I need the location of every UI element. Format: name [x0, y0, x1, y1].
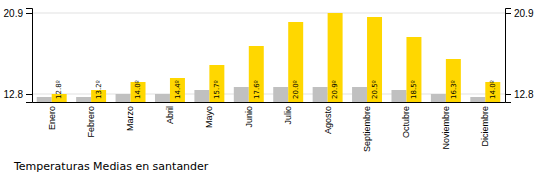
bar	[313, 87, 328, 102]
data-label: 17.6º	[253, 80, 261, 99]
tick: Agosto	[323, 102, 333, 134]
tick-label: 12.8	[514, 89, 534, 100]
y2-axis: 12.8 20.9	[505, 8, 534, 103]
bar	[209, 65, 224, 102]
bar	[155, 94, 170, 102]
bar	[446, 59, 461, 102]
data-label: 20.0º	[292, 80, 300, 99]
bar	[170, 78, 185, 102]
tick: 20.9	[4, 8, 32, 19]
bar	[273, 87, 288, 102]
data-label: 20.5º	[371, 80, 379, 99]
axis-line	[33, 102, 506, 103]
grid-line	[32, 13, 505, 14]
data-label: 13.2º	[95, 80, 103, 99]
title: Temperaturas Medias en santander	[13, 160, 209, 173]
tick: Septiembre	[362, 102, 372, 152]
bar	[288, 22, 303, 102]
data-label: 20.9º	[331, 80, 339, 99]
data-label: 14.0º	[489, 80, 497, 99]
bar	[249, 46, 264, 102]
bar	[470, 97, 485, 102]
tick-label: 12.8	[4, 89, 24, 100]
tick-label: Enero	[47, 106, 57, 130]
y-axis: 12.8 20.9	[4, 8, 33, 103]
tick-mark	[26, 94, 32, 95]
tick-mark	[505, 94, 511, 95]
tick-label: Noviembre	[441, 106, 451, 150]
bar	[116, 94, 131, 102]
data-label: 16.3º	[450, 80, 458, 99]
data-label: 15.7º	[213, 80, 221, 99]
bar	[328, 13, 343, 102]
tick: Marzo	[125, 102, 135, 131]
data-label: 14.4º	[174, 80, 182, 99]
data-label: 12.8º	[55, 80, 63, 99]
tick: Abril	[165, 102, 175, 124]
tick-label: Junio	[244, 106, 254, 128]
data-label: 14.0º	[134, 80, 142, 99]
tick: Febrero	[86, 102, 96, 138]
data-labels: 12.8º 13.2º 14.0º 14.4º 15.7º 17.6º 20.0º 20.9º…	[55, 80, 497, 99]
bar-series	[52, 13, 501, 102]
x-axis: Enero Febrero Marzo Abril Mayo Junio Julio Agos…	[33, 102, 506, 152]
tick: Noviembre	[441, 102, 451, 150]
tick-mark	[505, 13, 511, 14]
tick-label: Septiembre	[362, 106, 372, 152]
axis-line	[26, 9, 33, 103]
tick: 20.9	[505, 8, 534, 19]
data-label: 18.5º	[410, 80, 418, 99]
bar	[431, 94, 446, 102]
bar	[352, 87, 367, 102]
tick-label: Mayo	[204, 106, 214, 128]
tick-label: Marzo	[125, 106, 135, 131]
tick-label: Agosto	[323, 106, 333, 134]
tick-label: Octubre	[401, 106, 411, 138]
tick: Junio	[244, 102, 254, 128]
bars	[37, 13, 501, 102]
tick: Diciembre	[480, 102, 490, 147]
bar	[37, 97, 52, 102]
chart: 12.8º 13.2º 14.0º 14.4º 15.7º 17.6º 20.0º 20.9º…	[0, 0, 537, 174]
tick: Julio	[283, 102, 293, 125]
tick: 12.8	[505, 89, 534, 100]
bar	[406, 37, 421, 102]
tick: Mayo	[204, 102, 214, 128]
bar	[367, 17, 382, 102]
tick-label: 20.9	[4, 8, 24, 19]
tick-mark	[26, 13, 32, 14]
tick: Octubre	[401, 102, 411, 138]
bar	[76, 97, 91, 102]
grid	[32, 13, 505, 94]
tick-label: Julio	[283, 106, 293, 125]
tick-label: Febrero	[86, 106, 96, 138]
axis-line	[506, 9, 512, 103]
tick-label: Diciembre	[480, 106, 490, 147]
bar	[234, 87, 249, 102]
tick: 12.8	[4, 89, 32, 100]
tick: Enero	[47, 102, 57, 130]
tick-label: 20.9	[514, 8, 534, 19]
bar	[194, 90, 209, 102]
tick-label: Abril	[165, 106, 175, 124]
bar	[391, 90, 406, 102]
